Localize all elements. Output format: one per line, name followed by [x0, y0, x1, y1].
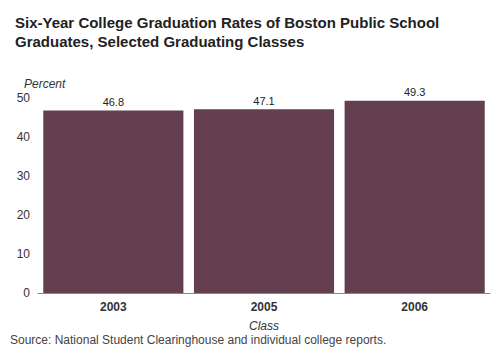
svg-text:Source: National Student Clear: Source: National Student Clearinghouse a…: [10, 333, 386, 347]
svg-text:20: 20: [17, 208, 31, 222]
svg-text:40: 40: [17, 130, 31, 144]
svg-text:10: 10: [17, 247, 31, 261]
svg-text:Graduates, Selected Graduating: Graduates, Selected Graduating Classes: [15, 33, 304, 50]
svg-text:Class: Class: [249, 319, 279, 333]
svg-text:Percent: Percent: [24, 77, 66, 91]
svg-text:30: 30: [17, 169, 31, 183]
svg-text:49.3: 49.3: [404, 86, 425, 98]
svg-text:2003: 2003: [100, 300, 127, 314]
svg-text:47.1: 47.1: [253, 95, 274, 107]
svg-text:2005: 2005: [251, 300, 278, 314]
svg-text:2006: 2006: [401, 300, 428, 314]
svg-text:50: 50: [17, 91, 31, 105]
svg-text:46.8: 46.8: [103, 96, 124, 108]
svg-text:0: 0: [23, 286, 30, 300]
svg-text:Six-Year College Graduation Ra: Six-Year College Graduation Rates of Bos…: [15, 14, 443, 31]
